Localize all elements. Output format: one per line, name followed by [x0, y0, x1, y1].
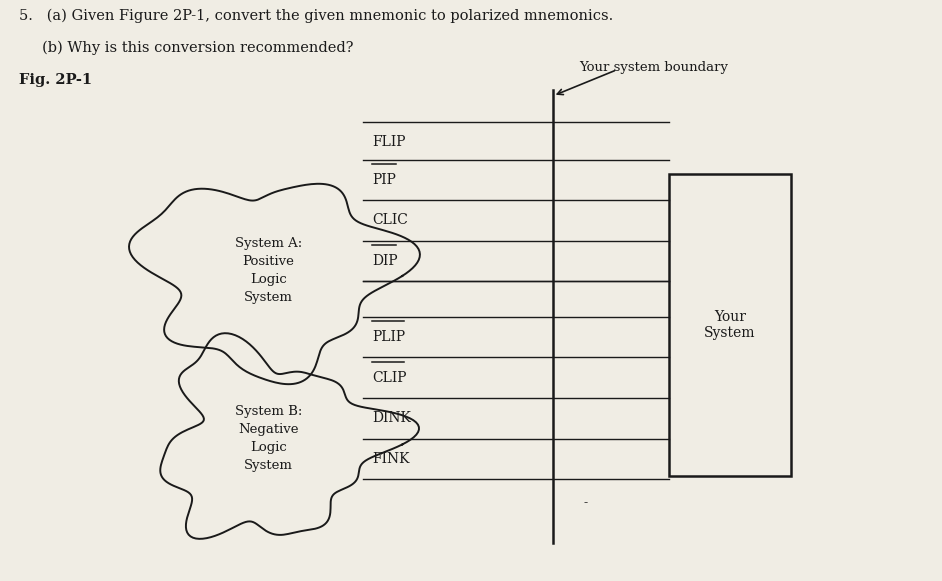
Text: PIP: PIP: [372, 173, 396, 187]
Text: (b) Why is this conversion recommended?: (b) Why is this conversion recommended?: [19, 41, 353, 55]
Text: 5.   (a) Given Figure 2P-1, convert the given mnemonic to polarized mnemonics.: 5. (a) Given Figure 2P-1, convert the gi…: [19, 9, 613, 23]
Text: FINK: FINK: [372, 452, 410, 466]
Text: PLIP: PLIP: [372, 330, 405, 344]
Text: System B:
Negative
Logic
System: System B: Negative Logic System: [235, 405, 302, 472]
Text: Your
System: Your System: [705, 310, 755, 340]
Text: CLIP: CLIP: [372, 371, 407, 385]
Bar: [669, 174, 791, 476]
Text: Your system boundary: Your system boundary: [579, 61, 728, 74]
Text: CLIC: CLIC: [372, 213, 408, 227]
Text: System A:
Positive
Logic
System: System A: Positive Logic System: [235, 236, 302, 304]
Text: DIP: DIP: [372, 254, 398, 268]
Text: -: -: [584, 496, 588, 509]
Text: DINK: DINK: [372, 411, 411, 425]
Text: Fig. 2P-1: Fig. 2P-1: [19, 73, 92, 87]
Text: FLIP: FLIP: [372, 135, 406, 149]
